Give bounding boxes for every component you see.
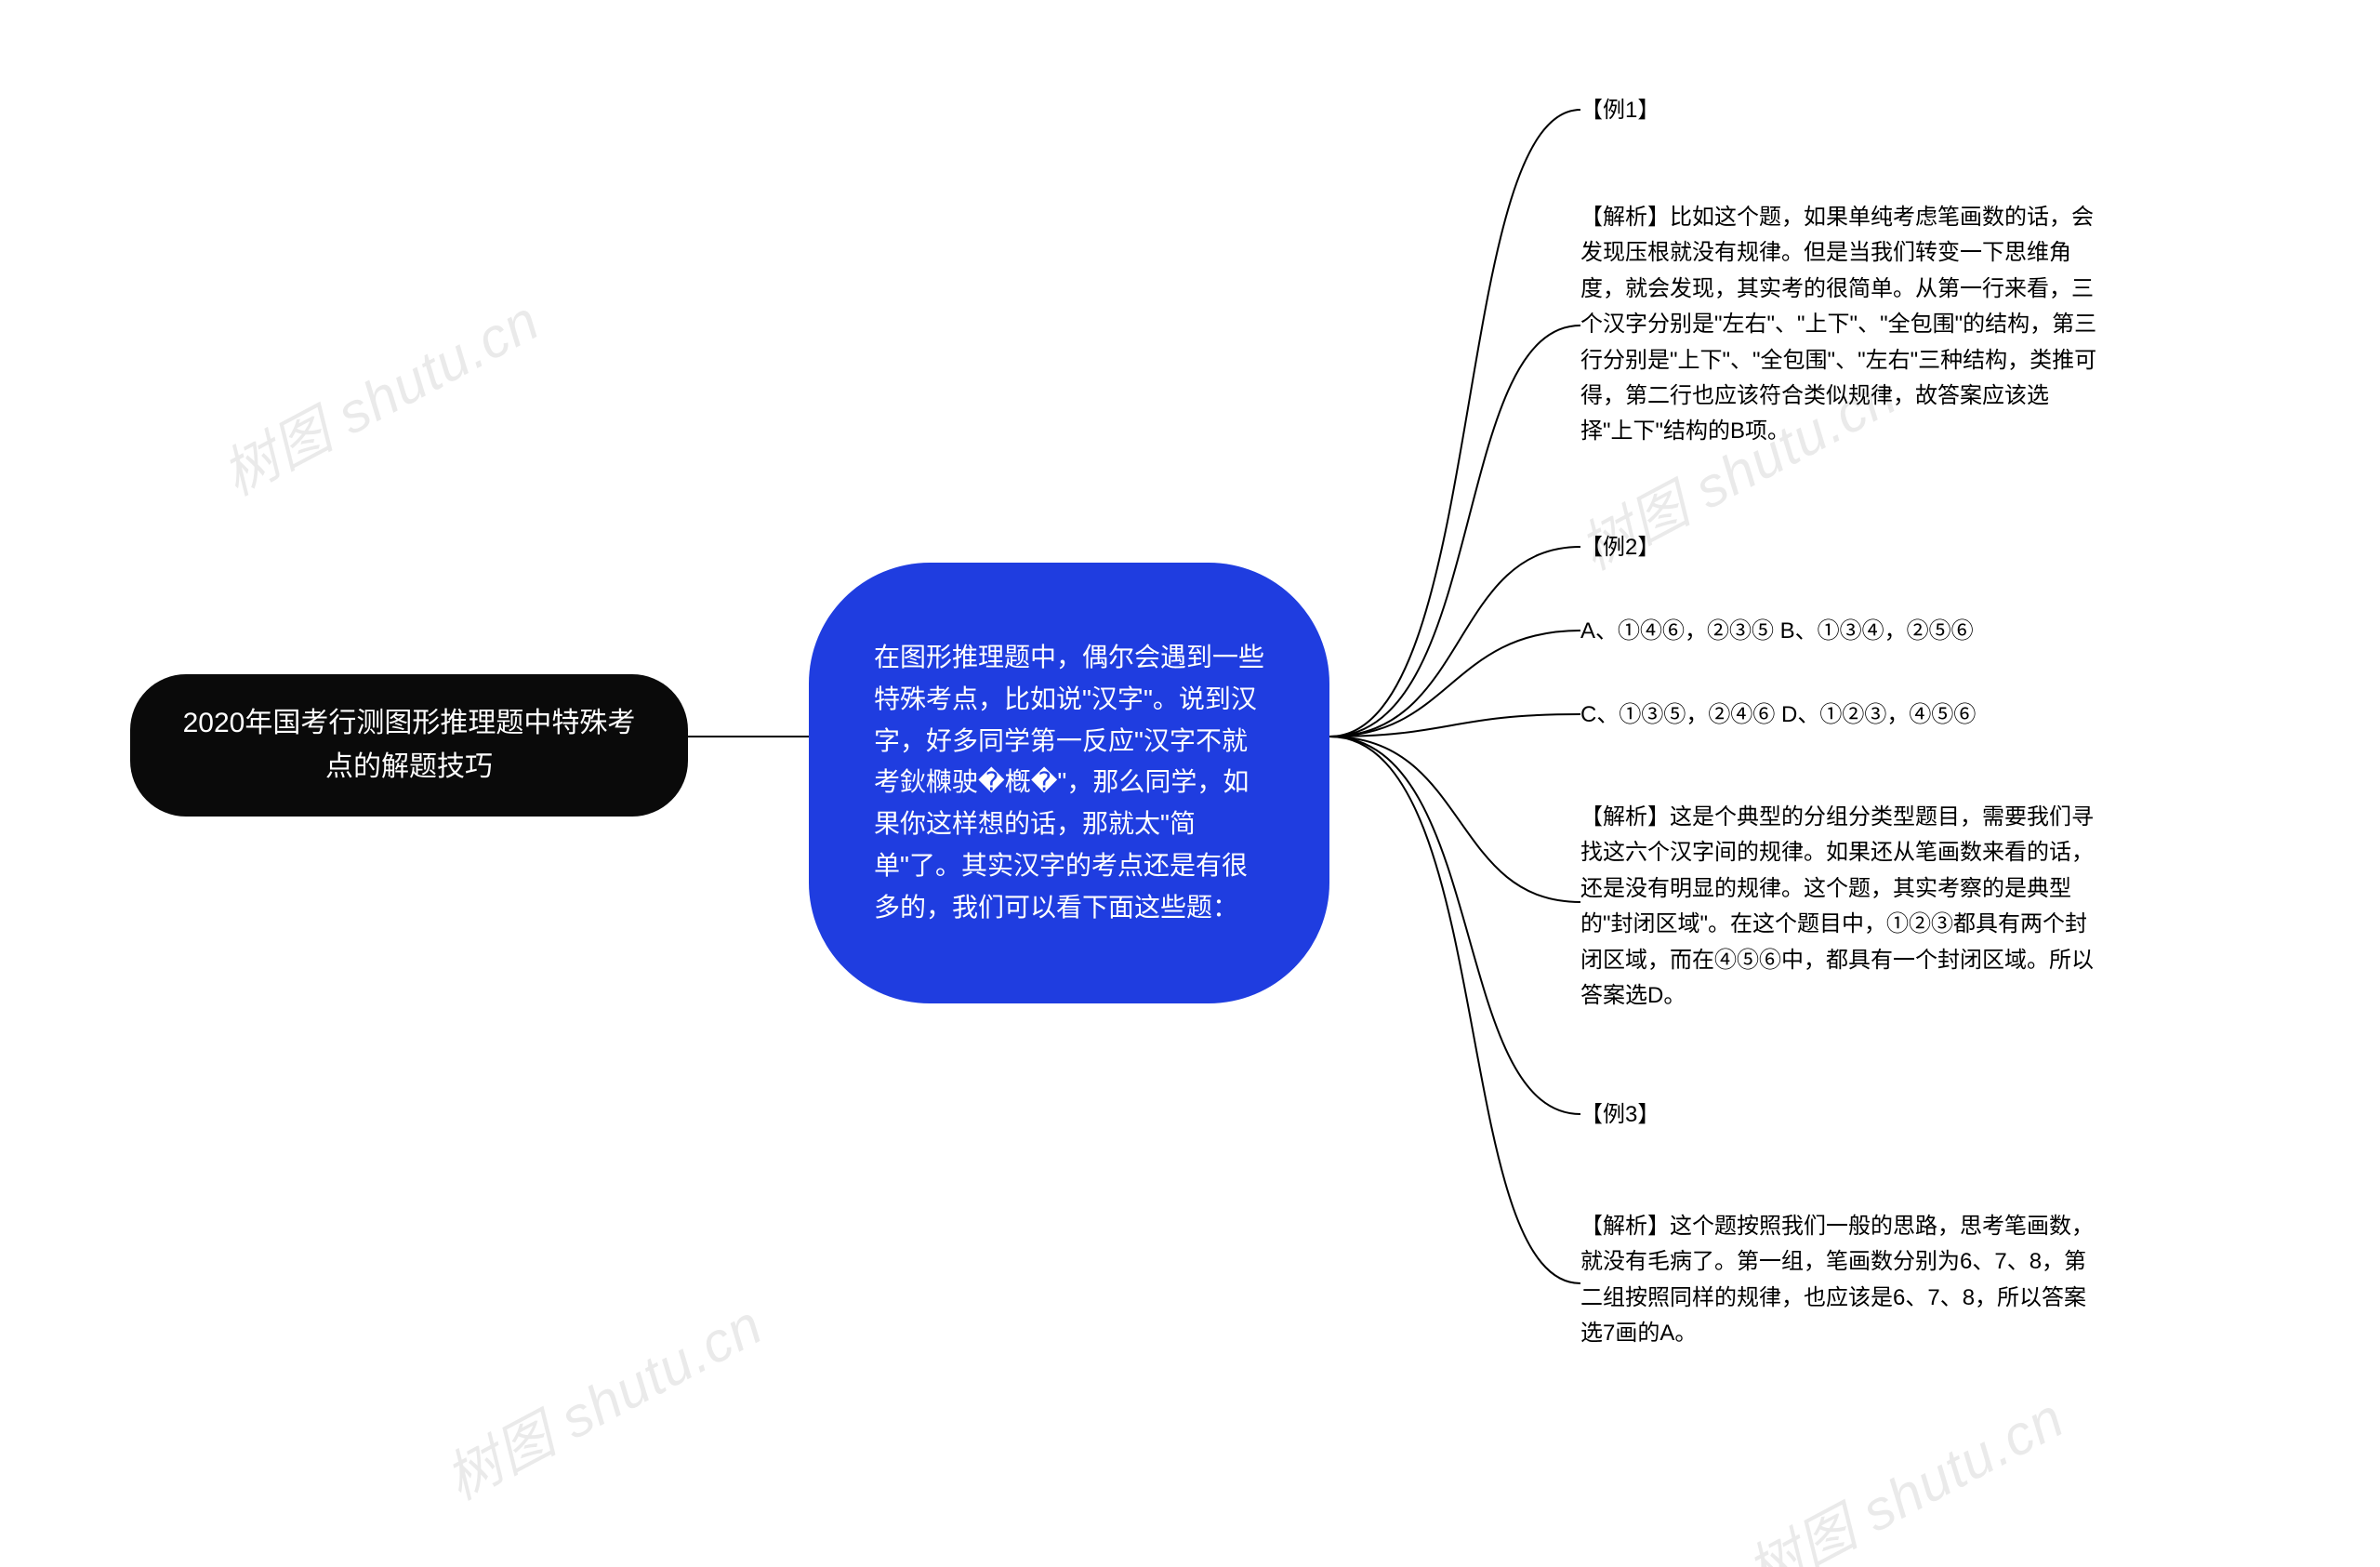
leaf-text: 【例3】 <box>1580 1102 1659 1127</box>
leaf-analysis-3: 【解析】这个题按照我们一般的思路，思考笔画数，就没有毛病了。第一组，笔画数分别为… <box>1580 1209 2101 1352</box>
leaf-analysis-2: 【解析】这是个典型的分组分类型题目，需要我们寻找这六个汉字间的规律。如果还从笔画… <box>1580 800 2101 1014</box>
mindmap-canvas: 2020年国考行测图形推理题中特殊考点的解题技巧 在图形推理题中，偶尔会遇到一些… <box>0 0 2380 1567</box>
leaf-text: A、①④⑥，②③⑤ B、①③④，②⑤⑥ <box>1580 618 1974 644</box>
leaf-example-2: 【例2】 <box>1580 530 2101 565</box>
root-text: 2020年国考行测图形推理题中特殊考点的解题技巧 <box>183 708 636 782</box>
leaf-text: 【解析】比如这个题，如果单纯考虑笔画数的话，会发现压根就没有规律。但是当我们转变… <box>1580 205 2096 444</box>
watermark: 树图 shutu.cn <box>205 276 551 511</box>
leaf-example-1: 【例1】 <box>1580 93 2101 128</box>
watermark: 树图 shutu.cn <box>1730 1374 2076 1567</box>
leaf-options-ab: A、①④⑥，②③⑤ B、①③④，②⑤⑥ <box>1580 614 2101 649</box>
leaf-example-3: 【例3】 <box>1580 1097 2101 1133</box>
watermark: 树图 shutu.cn <box>429 1281 774 1516</box>
description-node: 在图形推理题中，偶尔会遇到一些特殊考点，比如说"汉字"。说到汉字，好多同学第一反… <box>809 563 1329 1003</box>
leaf-text: 【例2】 <box>1580 535 1659 560</box>
root-node: 2020年国考行测图形推理题中特殊考点的解题技巧 <box>130 674 688 817</box>
leaf-text: 【解析】这个题按照我们一般的思路，思考笔画数，就没有毛病了。第一组，笔画数分别为… <box>1580 1214 2094 1346</box>
leaf-text: C、①③⑤，②④⑥ D、①②③，④⑤⑥ <box>1580 702 1976 727</box>
description-text: 在图形推理题中，偶尔会遇到一些特殊考点，比如说"汉字"。说到汉字，好多同学第一反… <box>874 643 1264 922</box>
leaf-options-cd: C、①③⑤，②④⑥ D、①②③，④⑤⑥ <box>1580 697 2101 733</box>
leaf-text: 【解析】这是个典型的分组分类型题目，需要我们寻找这六个汉字间的规律。如果还从笔画… <box>1580 804 2094 1008</box>
leaf-text: 【例1】 <box>1580 98 1659 123</box>
leaf-analysis-1: 【解析】比如这个题，如果单纯考虑笔画数的话，会发现压根就没有规律。但是当我们转变… <box>1580 200 2101 450</box>
